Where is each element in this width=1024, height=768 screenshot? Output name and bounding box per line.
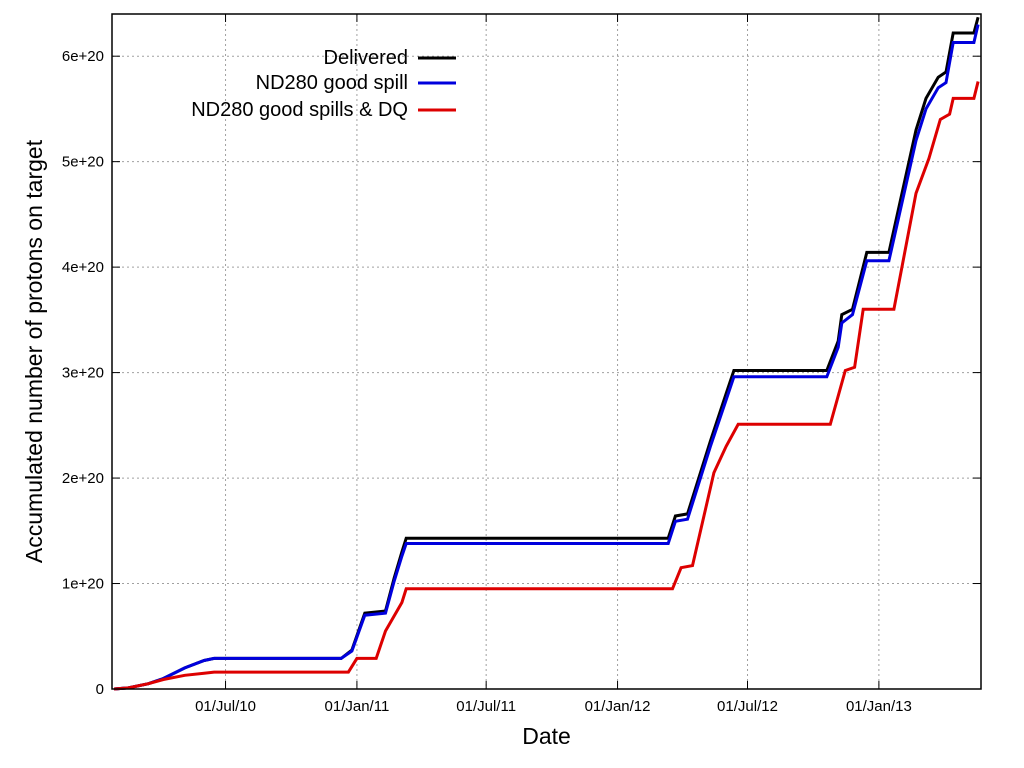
legend-label: ND280 good spill xyxy=(256,72,408,94)
y-tick-label: 5e+20 xyxy=(62,154,104,171)
x-tick-label: 01/Jan/11 xyxy=(325,698,390,715)
x-tick-label: 01/Jul/12 xyxy=(717,698,778,715)
y-tick-label: 1e+20 xyxy=(62,576,104,593)
x-tick-label: 01/Jul/10 xyxy=(195,698,256,715)
axis-ticks: 0 1e+20 2e+20 3e+20 4e+20 5e+20 6e+20 01/Jul/10… xyxy=(62,14,981,715)
x-axis-title: Date xyxy=(522,723,571,749)
y-tick-label: 4e+20 xyxy=(62,259,104,276)
plot-frame xyxy=(111,13,982,690)
legend: Delivered ND280 good spill ND280 good spil… xyxy=(191,47,456,121)
series-lines xyxy=(113,16,980,691)
y-tick-label: 6e+20 xyxy=(62,48,104,65)
x-tick-label: 01/Jan/13 xyxy=(846,698,912,715)
y-axis-title: Accumulated number of protons on target xyxy=(21,139,47,563)
y-tick-label: 2e+20 xyxy=(62,470,104,487)
x-tick-label: 01/Jan/12 xyxy=(585,698,651,715)
legend-label: Delivered xyxy=(324,47,408,69)
series-line-nd280-good-spill xyxy=(113,24,980,691)
series-line-nd280-good-spills-dq xyxy=(113,81,980,691)
x-tick-label: 01/Jul/11 xyxy=(456,698,516,715)
y-tick-label: 3e+20 xyxy=(62,365,104,382)
y-tick-label: 0 xyxy=(96,681,104,698)
legend-label: ND280 good spills & DQ xyxy=(191,99,408,121)
